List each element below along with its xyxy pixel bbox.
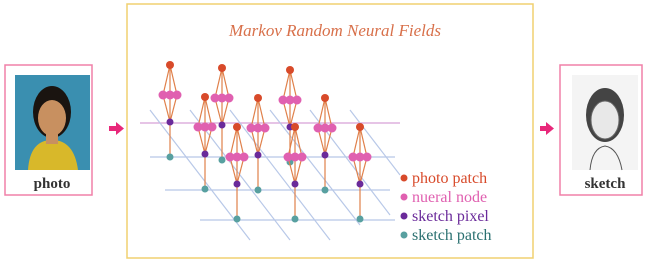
photo-patch-node [218, 64, 226, 72]
legend-label: nueral node [412, 189, 487, 206]
arrow-left [109, 122, 124, 135]
neural-node [328, 124, 337, 133]
neural-node [225, 94, 234, 103]
legend-dot [401, 175, 408, 182]
sketch-patch-node [202, 186, 209, 193]
neural-node [363, 153, 372, 162]
legend-label: sketch patch [412, 227, 492, 244]
center-title: Markov Random Neural Fields [228, 21, 441, 40]
sketch-pixel-node [219, 122, 226, 129]
photo-patch-node [291, 123, 299, 131]
sketch-pixel-node [167, 119, 174, 126]
legend-dot [401, 194, 408, 201]
photo-patch-node [233, 123, 241, 131]
legend-label: sketch pixel [412, 208, 489, 225]
sketch-pixel-node [255, 152, 262, 159]
sketch-patch-node [219, 157, 226, 164]
sketch-face [591, 101, 619, 139]
sketch-patch-node [357, 216, 364, 223]
photo-patch-node [321, 94, 329, 102]
sketch-patch-node [322, 187, 329, 194]
sketch-pixel-node [234, 181, 241, 188]
photo-label: photo [34, 176, 71, 192]
sketch-label: sketch [585, 176, 626, 192]
photo-patch-node [201, 93, 209, 101]
sketch-patch-node [292, 216, 299, 223]
neural-node [298, 153, 307, 162]
legend-dot [401, 213, 408, 220]
neural-node [208, 123, 217, 132]
sketch-patch-node [234, 216, 241, 223]
sketch-pixel-node [292, 181, 299, 188]
sketch-patch-node [255, 187, 262, 194]
figure: photo Markov Random Neural Fields photo … [0, 0, 647, 264]
photo-patch-node [356, 123, 364, 131]
legend-label: photo patch [412, 170, 487, 187]
sketch-pixel-node [357, 181, 364, 188]
neural-node [173, 91, 182, 100]
neural-node [293, 96, 302, 105]
neural-node [240, 153, 249, 162]
photo-patch-node [286, 66, 294, 74]
arrow-right [540, 122, 554, 135]
sketch-patch-node [167, 154, 174, 161]
photo-patch-node [254, 94, 262, 102]
neural-node [261, 124, 270, 133]
photo-face [38, 100, 66, 136]
photo-patch-node [166, 61, 174, 69]
sketch-pixel-node [202, 151, 209, 158]
sketch-pixel-node [322, 152, 329, 159]
photo-neck [46, 134, 58, 144]
legend-dot [401, 232, 408, 239]
